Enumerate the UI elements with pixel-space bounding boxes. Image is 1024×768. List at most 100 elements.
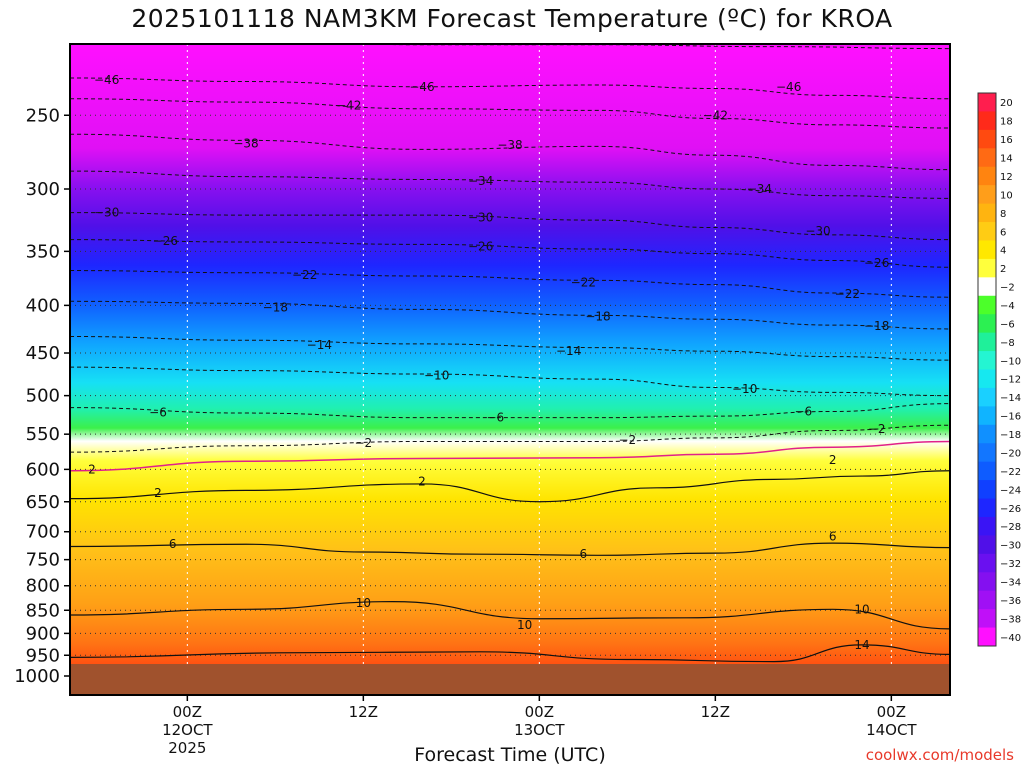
colorbar-label: −20 (1000, 448, 1021, 459)
chart-title: 2025101118 NAM3KM Forecast Temperature (… (131, 4, 893, 33)
colorbar-swatch (978, 443, 996, 463)
contour-label: −42 (336, 98, 361, 112)
colorbar-swatch (978, 314, 996, 334)
colorbar-label: 18 (1000, 117, 1013, 128)
y-tick-label: 800 (26, 576, 60, 597)
y-tick-label: 700 (26, 522, 60, 543)
colorbar-swatch (978, 129, 996, 149)
colorbar-label: −30 (1000, 541, 1021, 552)
contour-label: −30 (468, 211, 493, 225)
contour-label: 6 (580, 547, 588, 561)
contour-label: 2 (829, 453, 837, 467)
colorbar-label: −24 (1000, 485, 1021, 496)
contour-line-10 (70, 601, 950, 630)
y-tick-label: 500 (26, 386, 60, 407)
colorbar-label: 12 (1000, 172, 1013, 183)
colorbar-label: 8 (1000, 209, 1006, 220)
contour-line--2 (70, 424, 950, 453)
contour-label: −46 (776, 80, 801, 94)
contour-label: −42 (703, 108, 728, 122)
contour-line--22 (70, 270, 950, 298)
contour-label: −38 (497, 138, 522, 152)
colorbar-label: −12 (1000, 375, 1021, 386)
contour-label: 2 (418, 474, 426, 488)
contour-line-6 (70, 542, 950, 556)
contour-line--38 (70, 133, 950, 171)
colorbar-label: −36 (1000, 596, 1021, 607)
contour-label: −10 (424, 369, 449, 383)
y-tick-label: 300 (26, 179, 60, 200)
contour-label: −22 (571, 275, 596, 289)
contour-label: −18 (585, 309, 610, 323)
contour-label: −30 (805, 224, 830, 238)
contour-label: 6 (829, 529, 837, 543)
contour-line--42 (70, 98, 950, 129)
contour-line--26 (70, 239, 950, 268)
contour-label: 2 (154, 486, 162, 500)
contour-label: −46 (409, 80, 434, 94)
colorbar-label: 4 (1000, 246, 1006, 257)
contour-label: −26 (468, 240, 493, 254)
contour-label: −14 (556, 344, 581, 358)
y-tick-label: 600 (26, 459, 60, 480)
y-tick-label: 250 (26, 105, 60, 126)
colorbar-swatch (978, 258, 996, 278)
contour-label: −38 (233, 136, 258, 150)
colorbar-swatch (978, 222, 996, 241)
contour-line--34 (70, 170, 950, 199)
x-tick-label: 00Z (173, 703, 202, 721)
colorbar-swatch (978, 93, 996, 112)
x-axis-label: Forecast Time (UTC) (414, 744, 606, 766)
x-tick-label: 12Z (349, 703, 378, 721)
contour-label: −34 (747, 182, 772, 196)
x-tick-label: 12Z (701, 703, 730, 721)
ground-below-surface (70, 664, 950, 695)
colorbar-swatch (978, 240, 996, 260)
contour-label: 14 (854, 638, 869, 652)
colorbar-label: −32 (1000, 559, 1021, 570)
contour-line--18 (70, 300, 950, 330)
colorbar-label: −10 (1000, 356, 1021, 367)
colorbar-label: −40 (1000, 633, 1021, 644)
contour-line--14 (70, 336, 950, 361)
y-tick-label: 950 (26, 645, 60, 666)
x-tick-label: 00Z (877, 703, 906, 721)
temperature-field (70, 44, 950, 695)
colorbar-label: −2 (1000, 283, 1015, 294)
y-tick-label: 850 (26, 600, 60, 621)
colorbar-label: −38 (1000, 614, 1021, 625)
colorbar-label: 14 (1000, 154, 1013, 165)
colorbar-swatch (978, 185, 996, 205)
colorbar-swatch (978, 295, 996, 315)
contour-line-14 (70, 644, 950, 663)
x-tick-label: 13OCT (514, 721, 565, 739)
contour-label: −26 (864, 256, 889, 270)
colorbar-label: −8 (1000, 338, 1015, 349)
credit-watermark: coolwx.com/models (865, 746, 1014, 764)
contour-label: −6 (149, 405, 167, 419)
colorbar-swatch (978, 535, 996, 555)
colorbar-swatch (978, 516, 996, 536)
colorbar-swatch (978, 553, 996, 573)
colorbar-swatch (978, 203, 996, 223)
contour-label: −2 (354, 436, 372, 450)
colorbar-swatch (978, 590, 996, 610)
colorbar-label: −28 (1000, 522, 1021, 533)
colorbar-label: −4 (1000, 301, 1015, 312)
colorbar-label: 2 (1000, 264, 1006, 275)
contour-label: −2 (868, 422, 886, 436)
contour-label: −22 (292, 268, 317, 282)
contour-line--10 (70, 366, 950, 397)
contour-line--50 (350, 44, 950, 50)
colorbar-swatch (978, 498, 996, 518)
contour-label: 10 (356, 596, 371, 610)
colorbar-swatch (978, 111, 996, 131)
contour-line--30 (70, 212, 950, 241)
x-tick-label: 2025 (168, 739, 206, 757)
colorbar-swatch (978, 148, 996, 168)
contour-label: −14 (307, 338, 332, 352)
colorbar-border (977, 92, 997, 647)
colorbar-swatch (978, 277, 996, 297)
contour-label: −2 (618, 433, 636, 447)
